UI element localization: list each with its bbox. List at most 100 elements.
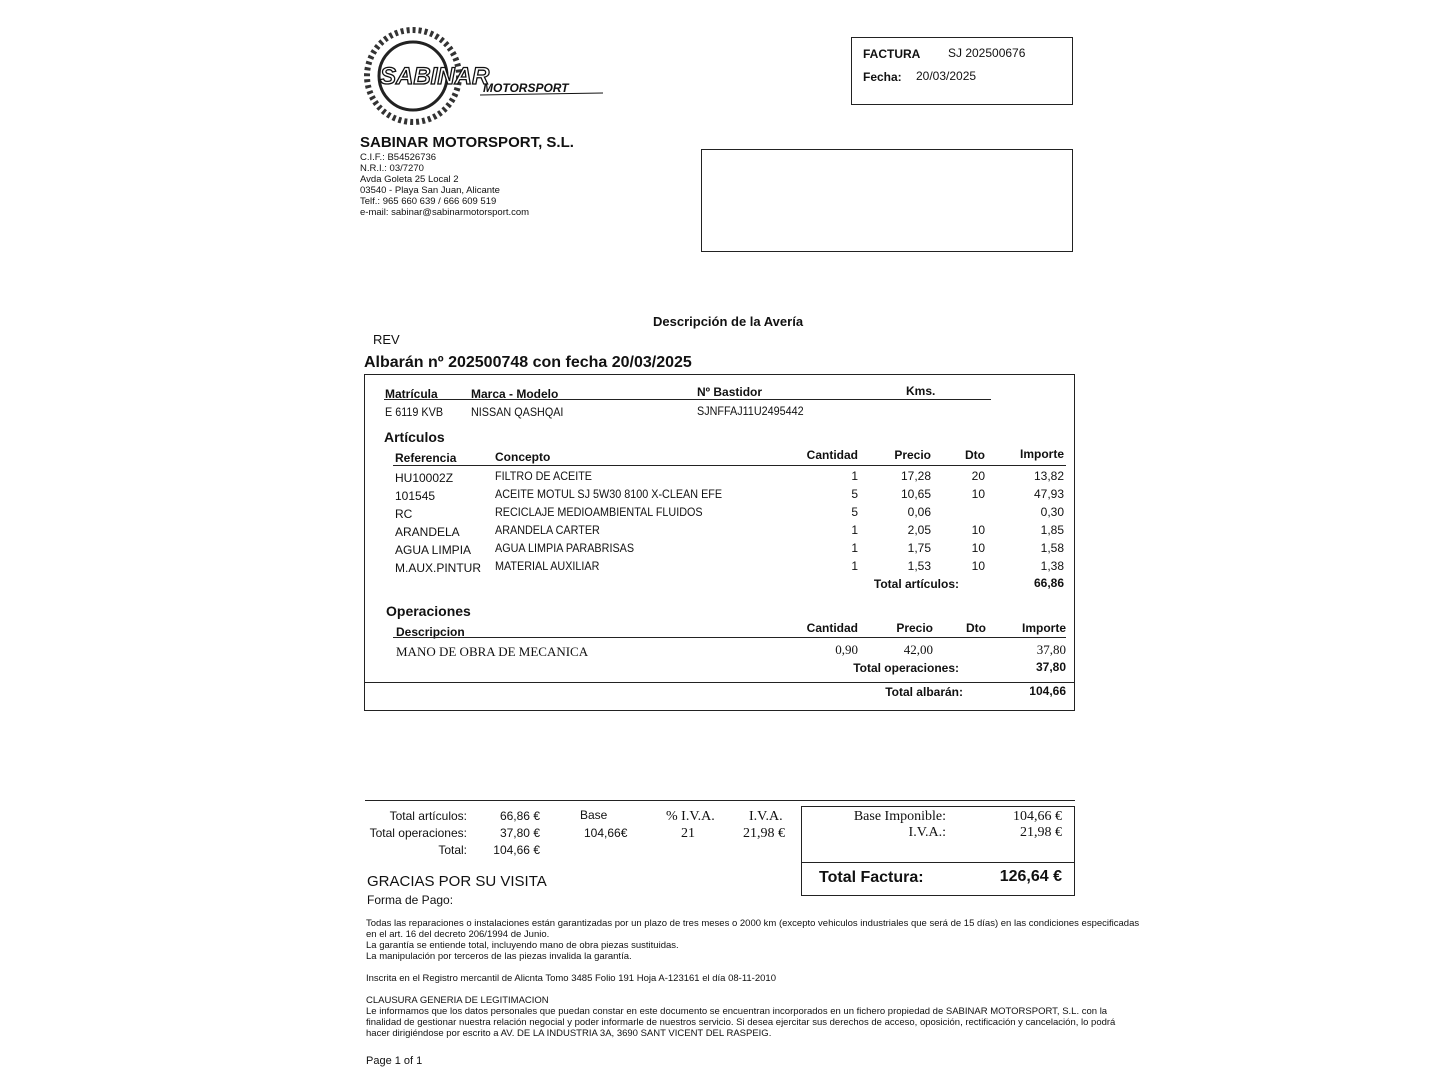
articulo-referencia: ARANDELA	[395, 525, 460, 539]
modelo-header: Marca - Modelo	[471, 387, 559, 401]
total-factura-label: Total Factura:	[819, 869, 924, 886]
totals-box	[801, 806, 1075, 896]
articulo-precio: 1,53	[907, 559, 931, 573]
operacion-cantidad: 0,90	[835, 642, 858, 657]
total-articulos-value: 66,86	[1033, 576, 1064, 590]
articulo-cantidad: 1	[851, 541, 858, 555]
op-descripcion-header: Descripcion	[396, 625, 465, 639]
rev-label: REV	[373, 332, 400, 347]
albaran-box	[364, 374, 1075, 711]
articulo-referencia: M.AUX.PINTUR	[395, 561, 482, 575]
company-logo: SABINAR MOTORSPORT	[358, 22, 608, 132]
articulo-importe: 1,58	[1040, 541, 1064, 555]
articulo-importe: 13,82	[1033, 469, 1064, 483]
base-imponible-value: 104,66 €	[1013, 809, 1062, 824]
precio-header: Precio	[894, 448, 931, 462]
articulo-referencia: RC	[395, 507, 413, 521]
svg-text:MOTORSPORT: MOTORSPORT	[483, 81, 570, 95]
base-value: 104,66€	[584, 826, 628, 840]
concepto-header: Concepto	[495, 450, 551, 464]
articulo-referencia: 101545	[395, 489, 436, 503]
articulo-dto: 10	[971, 541, 985, 555]
articulo-importe: 1,38	[1040, 559, 1064, 573]
base-imponible-label: Base Imponible:	[853, 809, 946, 824]
dto-header: Dto	[965, 448, 985, 462]
articulo-importe: 0,30	[1040, 505, 1064, 519]
articulo-referencia: HU10002Z	[395, 471, 454, 485]
fecha-label: Fecha:	[863, 70, 902, 84]
op-importe-header: Importe	[1021, 621, 1066, 635]
matricula-value: E 6119 KVB	[385, 405, 444, 419]
company-name: SABINAR MOTORSPORT, S.L.	[360, 134, 574, 151]
iva2-label: I.V.A.:	[908, 825, 946, 840]
operacion-descripcion: MANO DE OBRA DE MECANICA	[396, 644, 589, 659]
articulo-cantidad: 5	[851, 505, 858, 519]
base-label: Base	[580, 808, 608, 822]
articulo-precio: 1,75	[907, 541, 931, 555]
registro-text: Inscrita en el Registro mercantil de Ali…	[366, 973, 776, 984]
clausula-text: CLAUSURA GENERIA DE LEGITIMACION Le infor…	[366, 995, 1116, 1039]
thanks-message: GRACIAS POR SU VISITA	[367, 873, 547, 890]
bastidor-header: Nº Bastidor	[697, 385, 763, 399]
factura-label: FACTURA	[863, 47, 921, 61]
operacion-precio: 42,00	[903, 642, 933, 657]
total-operaciones-label: Total operaciones:	[853, 661, 959, 675]
total-articulos-label: Total artículos:	[873, 577, 959, 591]
summary-labels: Total artículos: Total operaciones: Total:	[369, 809, 467, 857]
referencia-header: Referencia	[395, 451, 457, 465]
customer-address-box	[701, 149, 1073, 252]
iva-label: I.V.A.	[749, 809, 783, 824]
articulo-cantidad: 1	[851, 523, 858, 537]
articulo-precio: 2,05	[907, 523, 931, 537]
articulo-dto: 20	[971, 469, 985, 483]
operacion-importe: 37,80	[1036, 642, 1066, 657]
articulos-title: Artículos	[384, 429, 445, 445]
summary-values: 66,86 €37,80 €104,66 €	[493, 809, 540, 857]
iva-value: 21,98 €	[743, 826, 785, 841]
iva2-value: 21,98 €	[1020, 825, 1062, 840]
articulo-concepto: ARANDELA CARTER	[495, 523, 600, 537]
total-operaciones-value: 37,80	[1035, 660, 1066, 674]
albaran-title: Albarán nº 202500748 con fecha 20/03/202…	[364, 354, 692, 371]
modelo-value: NISSAN QASHQAI	[471, 405, 564, 419]
page-number: Page 1 of 1	[366, 1055, 423, 1067]
operaciones-title: Operaciones	[386, 603, 471, 619]
importe-header: Importe	[1019, 447, 1064, 461]
cantidad-header: Cantidad	[806, 448, 858, 462]
bastidor-value: SJNFFAJ11U2495442	[697, 404, 804, 418]
description-title: Descripción de la Avería	[653, 314, 804, 329]
total-albaran-label: Total albarán:	[885, 685, 963, 699]
articulo-precio: 10,65	[900, 487, 931, 501]
svg-text:SABINAR: SABINAR	[380, 63, 490, 90]
articulo-importe: 1,85	[1040, 523, 1064, 537]
articulo-concepto: ACEITE MOTUL SJ 5W30 8100 X-CLEAN EFE	[495, 487, 723, 501]
op-cantidad-header: Cantidad	[806, 621, 858, 635]
articulo-precio: 17,28	[900, 469, 931, 483]
invoice-header-box: FACTURA SJ 202500676 Fecha: 20/03/2025	[851, 37, 1073, 105]
articulo-concepto: MATERIAL AUXILIAR	[495, 559, 600, 573]
warranty-text: Todas las reparaciones o instalaciones e…	[366, 918, 1140, 962]
articulo-dto: 10	[971, 559, 985, 573]
articulo-referencia: AGUA LIMPIA	[395, 543, 472, 557]
articulo-concepto: AGUA LIMPIA PARABRISAS	[495, 541, 635, 555]
total-albaran-value: 104,66	[1029, 684, 1066, 698]
articulo-concepto: FILTRO DE ACEITE	[495, 469, 593, 483]
kms-header: Kms.	[906, 384, 936, 398]
iva-pct-value: 21	[681, 826, 695, 841]
articulo-precio: 0,06	[907, 505, 931, 519]
articulo-cantidad: 1	[851, 559, 858, 573]
company-details: C.I.F.: B54526736 N.R.I.: 03/7270 Avda Gol…	[360, 152, 530, 218]
fecha-value: 20/03/2025	[916, 69, 977, 83]
articulo-importe: 47,93	[1033, 487, 1064, 501]
iva-pct-label: % I.V.A.	[666, 809, 715, 824]
op-precio-header: Precio	[896, 621, 933, 635]
articulo-dto: 10	[971, 523, 985, 537]
articulo-dto: 10	[971, 487, 985, 501]
total-factura-value: 126,64 €	[999, 868, 1062, 885]
articulo-concepto: RECICLAJE MEDIOAMBIENTAL FLUIDOS	[495, 505, 703, 519]
forma-pago-label: Forma de Pago:	[367, 893, 454, 907]
op-dto-header: Dto	[966, 621, 986, 635]
factura-number: SJ 202500676	[948, 46, 1026, 60]
articulo-cantidad: 1	[851, 469, 858, 483]
